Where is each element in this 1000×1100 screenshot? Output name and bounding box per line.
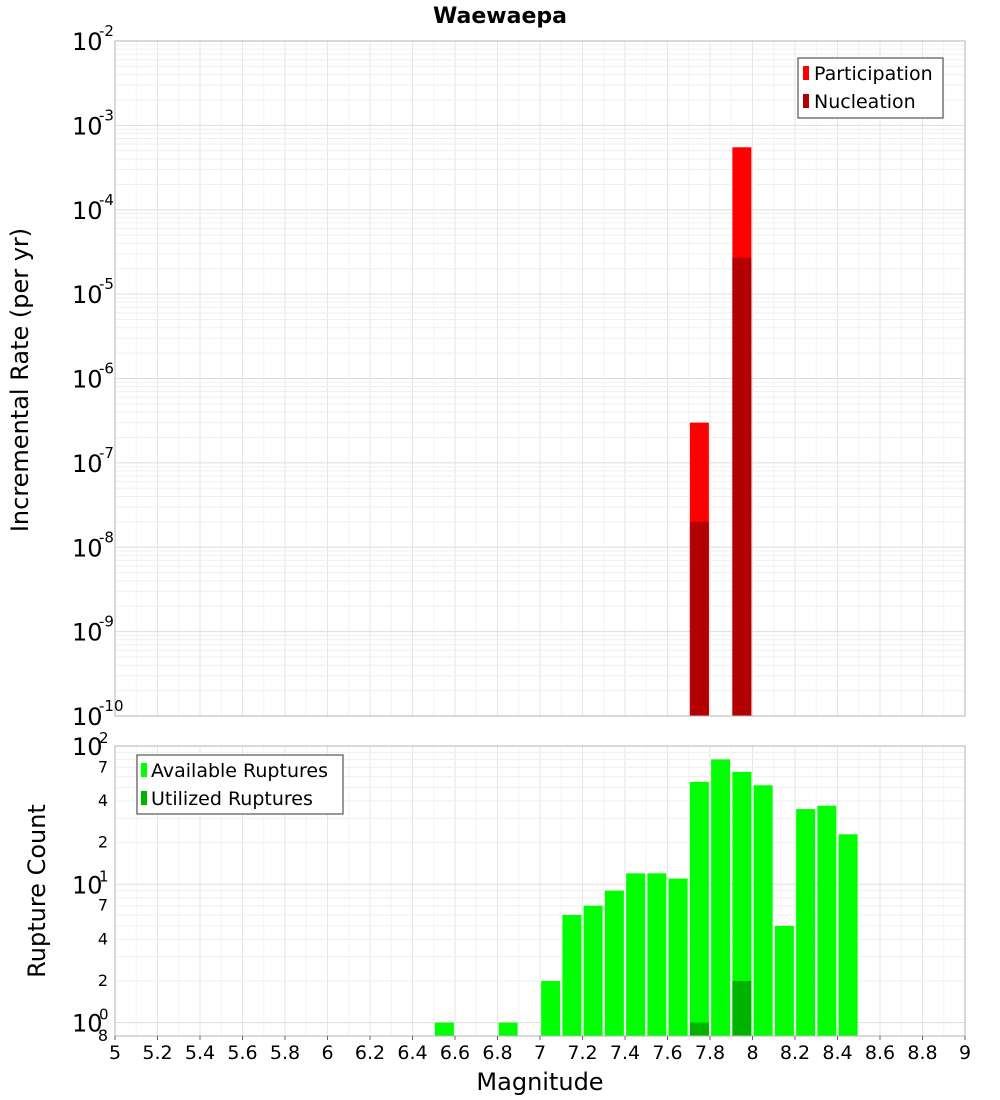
rate-y-tick-exponent: -3 (99, 106, 114, 124)
nucleation-bar (689, 521, 709, 716)
x-axis-label: Magnitude (476, 1068, 603, 1096)
rate-y-tick-exponent: -5 (99, 275, 114, 293)
rate-grid (114, 41, 966, 717)
available-ruptures-bar (583, 905, 603, 1036)
available-ruptures-bar (541, 980, 561, 1036)
utilized-ruptures-bar (732, 980, 752, 1036)
available-ruptures-bar (838, 834, 858, 1036)
count-bars (434, 759, 858, 1036)
count-y-minor-tick-label: 7 (98, 896, 108, 915)
count-y-minor-tick-label: 4 (98, 929, 108, 948)
rate-y-tick-label: 10 (72, 28, 103, 56)
legend-label-utilized: Utilized Ruptures (151, 788, 313, 810)
count-y-axis-label: Rupture Count (23, 804, 51, 978)
rate-y-tick-label: 10 (72, 197, 103, 225)
legend-label-available: Available Ruptures (151, 760, 328, 782)
nucleation-bar (732, 257, 752, 716)
x-tick-label: 7.4 (610, 1042, 640, 1064)
x-tick-label: 7.8 (695, 1042, 725, 1064)
x-tick-label: 5.8 (270, 1042, 300, 1064)
utilized-ruptures-bar (689, 1022, 709, 1036)
rate-y-tick-exponent: -10 (99, 697, 124, 715)
count-y-minor-tick-label: 2 (98, 971, 108, 990)
count-y-minor-tick-label: 4 (98, 791, 108, 810)
x-tick-label: 6.6 (440, 1042, 470, 1064)
available-ruptures-bar (711, 759, 731, 1036)
x-tick-label: 6.4 (397, 1042, 427, 1064)
legend-swatch-nucleation (803, 94, 809, 108)
x-tick-label: 9 (959, 1042, 971, 1064)
rate-bars (689, 147, 752, 717)
legend-label-participation: Participation (814, 63, 933, 85)
available-ruptures-bar (626, 873, 646, 1036)
x-tick-label: 8.8 (907, 1042, 937, 1064)
rate-y-tick-exponent: -8 (99, 528, 114, 546)
rate-y-tick-label: 10 (72, 112, 103, 140)
available-ruptures-bar (604, 890, 624, 1036)
count-y-tick-label: 10 (72, 1010, 103, 1038)
rate-y-tick-label: 10 (72, 366, 103, 394)
count-y-minor-tick-label: 8 (98, 1026, 108, 1045)
available-ruptures-bar (668, 878, 688, 1036)
count-legend-box (136, 754, 344, 815)
x-tick-label: 7.6 (652, 1042, 682, 1064)
available-ruptures-bar (498, 1022, 518, 1036)
count-legend: Available Ruptures Utilized Ruptures (136, 754, 344, 815)
x-tick-label: 5 (109, 1042, 121, 1064)
rate-y-tick-label: 10 (72, 619, 103, 647)
count-y-tick-label: 10 (72, 733, 103, 761)
count-y-minor-tick-label: 2 (98, 833, 108, 852)
count-y-minor-tick-label: 7 (98, 757, 108, 776)
x-tick-label: 6.8 (482, 1042, 512, 1064)
rate-y-tick-exponent: -9 (99, 613, 114, 631)
available-ruptures-bar (732, 771, 752, 1036)
available-ruptures-bar (753, 785, 773, 1036)
rate-y-tick-label: 10 (72, 534, 103, 562)
count-y-tick-exponent: 2 (99, 729, 109, 747)
rate-y-tick-label: 10 (72, 703, 103, 731)
available-ruptures-bar (562, 914, 582, 1036)
rate-y-tick-exponent: -2 (99, 22, 114, 40)
x-tick-label: 8.4 (822, 1042, 852, 1064)
rate-legend-box (797, 57, 944, 119)
rate-y-axis-label: Incremental Rate (per yr) (6, 228, 34, 532)
count-y-tick-label: 10 (72, 871, 103, 899)
x-tick-label: 7 (534, 1042, 546, 1064)
available-ruptures-bar (647, 873, 667, 1036)
rate-y-tick-exponent: -4 (99, 191, 114, 209)
rate-y-tick-label: 10 (72, 450, 103, 478)
x-tick-label: 8 (746, 1042, 758, 1064)
x-tick-label: 6.2 (355, 1042, 385, 1064)
legend-swatch-available (141, 763, 147, 777)
rate-plot-border (114, 40, 966, 717)
count-y-tick-exponent: 1 (99, 867, 109, 885)
legend-swatch-participation (803, 66, 809, 80)
available-ruptures-bar (817, 805, 837, 1036)
rate-y-tick-label: 10 (72, 281, 103, 309)
rate-y-tick-exponent: -6 (99, 360, 114, 378)
x-tick-label: 5.4 (185, 1042, 215, 1064)
rate-y-tick-exponent: -7 (99, 444, 114, 462)
rate-legend: Participation Nucleation (797, 57, 944, 119)
available-ruptures-bar (796, 809, 816, 1036)
count-x-ticks: 5 5.2 5.4 5.6 5.8 6 6.2 6.4 6.6 6.8 7 7.2 7.4 7.6 7.8 8… (109, 1036, 971, 1064)
available-ruptures-bar (774, 925, 794, 1036)
x-tick-label: 8.6 (865, 1042, 895, 1064)
legend-swatch-utilized (141, 791, 147, 805)
available-ruptures-bar (434, 1022, 454, 1036)
count-y-tick-exponent: 0 (99, 1006, 109, 1024)
x-tick-label: 5.6 (227, 1042, 257, 1064)
x-tick-label: 7.2 (567, 1042, 597, 1064)
x-tick-label: 8.2 (780, 1042, 810, 1064)
available-ruptures-bar (689, 781, 709, 1036)
x-tick-label: 5.2 (142, 1042, 172, 1064)
legend-label-nucleation: Nucleation (814, 91, 916, 113)
chart-title: Waewaepa (433, 4, 567, 29)
x-tick-label: 6 (321, 1042, 333, 1064)
